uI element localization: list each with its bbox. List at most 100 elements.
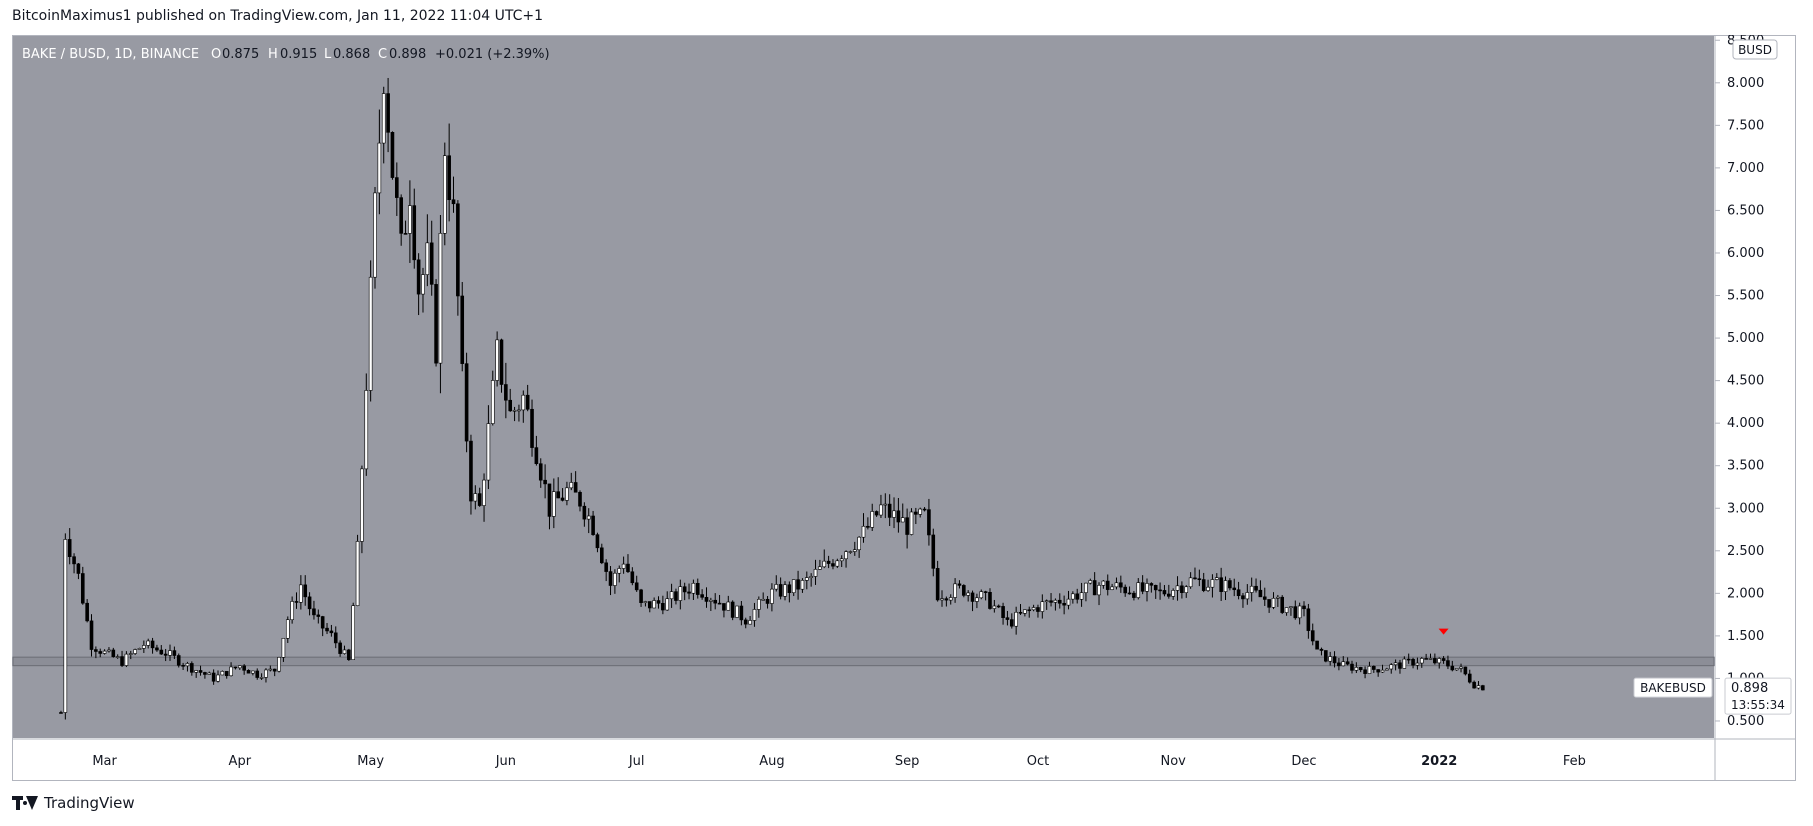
candle (538, 458, 543, 488)
candle (1214, 573, 1219, 581)
candle (1267, 599, 1271, 613)
candle (1428, 653, 1433, 660)
candle (665, 591, 670, 611)
candle (621, 556, 626, 574)
candle (412, 188, 417, 269)
currency-badge-box[interactable] (1732, 39, 1778, 60)
candle (1393, 659, 1398, 671)
candle (722, 603, 726, 618)
red-down-arrow-icon (1438, 628, 1449, 635)
candle (1105, 574, 1110, 596)
legend-high-value: 0.915 (280, 47, 317, 62)
candle (408, 180, 412, 263)
candle (674, 588, 678, 605)
candle (1385, 667, 1389, 671)
candle (1140, 575, 1145, 595)
candle (1071, 591, 1075, 604)
candle (887, 494, 892, 527)
candle (1459, 663, 1463, 673)
candle (1027, 606, 1032, 618)
candle (307, 592, 312, 616)
candle (709, 597, 713, 611)
candle (831, 559, 835, 570)
candle (1101, 580, 1106, 589)
candle (739, 600, 744, 626)
candle (76, 563, 81, 580)
candle (992, 599, 997, 613)
candle (1188, 572, 1193, 589)
time-axis[interactable]: Mar Apr May Jun Jul Aug Sep Oct Nov Dec 2022 Feb (92, 754, 1586, 769)
candle (1481, 684, 1485, 691)
candle (979, 589, 984, 600)
candle (857, 536, 861, 558)
candle (124, 651, 129, 668)
candle (669, 583, 674, 608)
candle (1406, 653, 1411, 664)
candle (765, 596, 770, 609)
tradingview-logo-icon (12, 796, 38, 810)
candle (905, 508, 909, 549)
candle (586, 508, 591, 534)
candle (451, 176, 456, 213)
candle (1153, 584, 1158, 599)
candle (395, 162, 399, 216)
candle (504, 362, 508, 419)
candle (1302, 601, 1306, 617)
candle (600, 543, 604, 565)
candle (67, 528, 72, 565)
candle (1284, 607, 1289, 616)
candlestick-chart[interactable]: 8.5008.0007.5007.0006.5006.0005.5005.000… (12, 35, 1796, 781)
candle (1044, 599, 1049, 610)
candle (1031, 604, 1036, 612)
candle (1358, 666, 1363, 673)
candle (155, 644, 159, 652)
candle (521, 390, 526, 423)
candle (1193, 567, 1197, 580)
candle (381, 86, 386, 164)
candle (1066, 590, 1071, 610)
candle (490, 370, 495, 426)
candle (613, 569, 617, 594)
candle (634, 575, 639, 592)
candle (866, 517, 870, 530)
footer-brand[interactable]: TradingView (12, 794, 135, 812)
candle (190, 661, 194, 676)
candle (89, 614, 94, 657)
candle (530, 399, 534, 457)
candle (386, 77, 390, 153)
price-tick-label: 3.000 (1727, 501, 1764, 516)
time-tick-label: 2022 (1421, 754, 1457, 769)
candle (835, 558, 840, 569)
candle (264, 668, 268, 683)
candle (778, 577, 783, 600)
candle (1023, 609, 1027, 617)
candle (534, 435, 539, 466)
candle (748, 616, 752, 625)
candle (1057, 593, 1062, 609)
candle (137, 647, 142, 650)
candle (1289, 606, 1293, 616)
candle (233, 666, 238, 670)
candle (512, 406, 517, 422)
candle (1437, 657, 1442, 669)
candle (1162, 585, 1167, 597)
candle (1040, 594, 1045, 619)
candle (1254, 578, 1258, 593)
candle (360, 465, 364, 554)
legend-symbol: BAKE / BUSD, 1D, BINANCE (22, 47, 199, 62)
candle (185, 661, 190, 672)
legend-close-value: 0.898 (389, 47, 426, 62)
candle (464, 352, 469, 453)
candle (285, 616, 290, 643)
candle (844, 550, 848, 568)
candle (176, 653, 181, 668)
candle (1132, 590, 1136, 601)
candle (774, 575, 779, 592)
candle (425, 214, 430, 287)
candle (560, 488, 565, 502)
price-axis[interactable]: 8.5008.0007.5007.0006.5006.0005.5005.000… (1715, 35, 1764, 729)
candle (1110, 583, 1114, 591)
candle (1446, 655, 1450, 670)
candle (870, 503, 875, 531)
candle (1149, 582, 1154, 593)
